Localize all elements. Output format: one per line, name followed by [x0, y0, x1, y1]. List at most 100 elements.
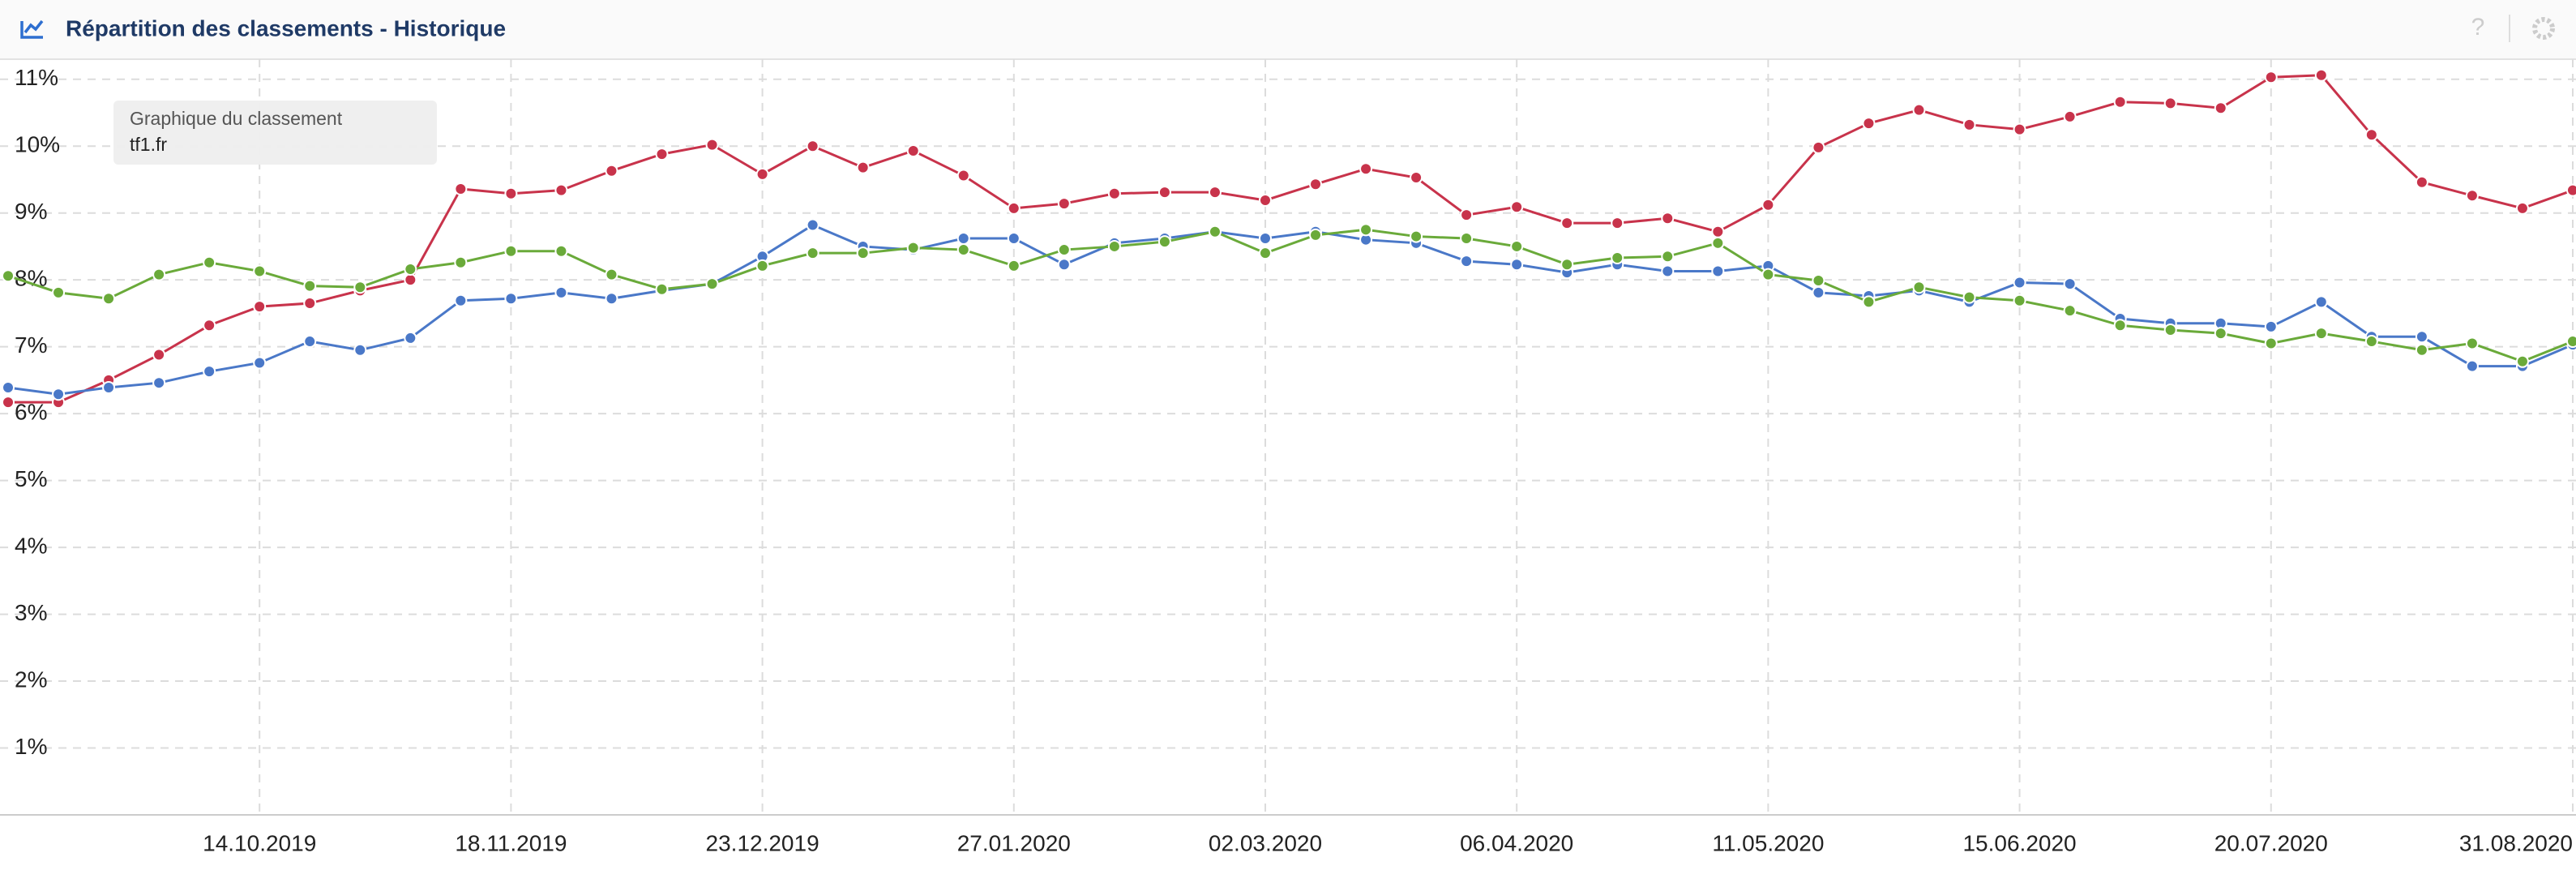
data-point [1208, 225, 1222, 238]
data-point [1862, 295, 1876, 309]
data-point [705, 277, 719, 291]
header-bar [0, 0, 2576, 59]
data-point [554, 183, 568, 197]
data-point [303, 297, 317, 311]
data-point [253, 300, 267, 314]
data-point [253, 356, 267, 370]
data-point [1711, 264, 1725, 278]
data-point [2013, 294, 2026, 307]
data-point [1208, 186, 1222, 199]
data-point [1460, 208, 1474, 222]
data-point [1510, 200, 1524, 214]
data-point [2063, 304, 2077, 318]
data-point [1460, 255, 1474, 268]
series-line [8, 74, 2574, 404]
data-point [504, 292, 518, 306]
y-tick-label: 11% [15, 65, 58, 90]
data-point [2566, 183, 2576, 197]
y-tick-label: 2% [15, 666, 47, 692]
data-point [856, 246, 870, 260]
data-point [755, 167, 769, 181]
data-point [152, 376, 166, 390]
data-point [1812, 285, 1825, 299]
data-point [203, 365, 216, 379]
data-point [1007, 232, 1021, 246]
data-point [2113, 319, 2127, 332]
data-point [2465, 336, 2479, 350]
tooltip-box [113, 101, 437, 165]
y-tick-label: 10% [15, 132, 60, 157]
data-point [504, 244, 518, 258]
settings-icon[interactable] [2532, 17, 2555, 40]
data-point [1410, 229, 1423, 243]
data-point [806, 246, 819, 260]
data-point [2214, 101, 2227, 115]
data-point [1309, 178, 1323, 191]
data-point [1560, 216, 1574, 230]
data-point [1157, 235, 1171, 249]
series-line [7, 223, 2574, 396]
x-tick-label: 14.10.2019 [203, 830, 316, 855]
data-point [1611, 251, 1624, 264]
series-line [7, 228, 2574, 363]
data-point [454, 255, 468, 269]
data-point [152, 268, 166, 281]
data-point [1611, 216, 1624, 230]
data-point [1057, 243, 1071, 257]
data-point [102, 292, 116, 306]
data-point [2113, 95, 2127, 109]
data-point [2264, 71, 2278, 84]
data-point [2515, 354, 2529, 368]
data-point [1912, 281, 1926, 294]
data-point [2566, 335, 2576, 349]
tooltip-domain: tf1.fr [130, 134, 167, 155]
data-point [2515, 201, 2529, 215]
data-point [404, 273, 417, 287]
data-point [2, 269, 15, 283]
data-point [52, 388, 66, 401]
data-point [605, 292, 618, 306]
plot: 1%2%3%4%5%6%7%8%9%10%11%14.10.2019 18.11.… [0, 59, 2576, 855]
data-point [454, 182, 468, 196]
help-icon[interactable]: ? [2471, 14, 2485, 41]
data-point [504, 186, 518, 200]
data-point [1057, 197, 1071, 211]
data-point [806, 139, 819, 153]
data-point [956, 169, 970, 182]
data-point [404, 331, 417, 345]
data-point [2465, 359, 2479, 373]
x-tick-label: 06.04.2020 [1460, 830, 1573, 855]
x-tick-label: 02.03.2020 [1209, 830, 1322, 855]
data-point [1309, 228, 1323, 242]
data-point [1661, 264, 1675, 278]
data-point [2264, 319, 2278, 333]
chart-icon [20, 19, 44, 39]
data-point [956, 232, 970, 246]
data-point [806, 218, 819, 232]
data-point [2063, 109, 2077, 123]
data-point [1661, 250, 1675, 264]
x-tick-label: 27.01.2020 [957, 830, 1071, 855]
data-point [1510, 239, 1524, 253]
data-point [2163, 96, 2177, 110]
y-tick-label: 9% [15, 199, 47, 224]
data-point [1107, 239, 1121, 253]
data-point [956, 243, 970, 257]
data-point [2364, 128, 2378, 142]
data-point [253, 264, 267, 278]
data-point [2013, 276, 2026, 289]
tooltip-title: Graphique du classement [130, 108, 343, 129]
y-tick-label: 6% [15, 400, 47, 425]
data-point [1057, 258, 1071, 272]
data-point [1107, 186, 1121, 200]
data-point [2364, 335, 2378, 349]
data-point [906, 241, 920, 255]
data-point [2314, 68, 2328, 82]
data-point [1761, 198, 1775, 212]
data-point [303, 335, 317, 349]
data-point [2465, 189, 2479, 203]
data-point [605, 268, 618, 281]
data-point [1711, 236, 1725, 250]
